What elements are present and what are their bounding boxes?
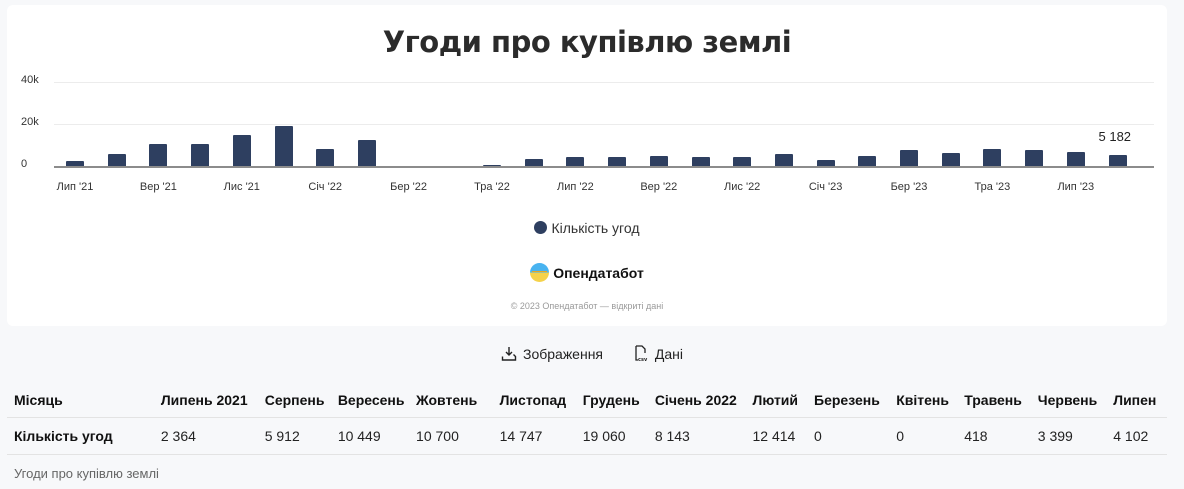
table-cell: 0 [807, 417, 890, 455]
chart-bar[interactable] [900, 150, 918, 166]
y-axis-tick-label: 20k [21, 116, 39, 128]
table-row: Кількість угод 2 364 5 912 10 449 10 700 14 … [7, 417, 1167, 455]
x-axis-line [54, 166, 1154, 168]
chart-card: Угоди про купівлю землі 0 20k 40k Лип '21 Ве… [7, 5, 1167, 326]
download-icon [501, 347, 517, 361]
chart-bar[interactable] [941, 152, 960, 166]
download-image-button[interactable]: Зображення [501, 346, 603, 362]
csv-file-icon: csv [635, 345, 648, 362]
chart-bar[interactable] [274, 125, 293, 166]
chart-bar[interactable] [608, 156, 627, 166]
x-axis-tick-label: Вер '21 [139, 181, 177, 193]
x-axis-tick-label: Бер '22 [390, 181, 428, 193]
table-header-cell: Січень 2022 [647, 382, 746, 418]
x-axis-tick-label: Вер '22 [640, 181, 678, 193]
chart-bar[interactable] [858, 155, 877, 166]
chart-legend[interactable]: Кількість угод [7, 220, 1167, 236]
x-axis-tick-label: Лип '22 [557, 181, 594, 193]
svg-text:csv: csv [638, 357, 648, 362]
chart-bar[interactable] [1025, 150, 1044, 166]
brand-name: Опендатабот [553, 265, 644, 281]
chart-bar[interactable] [1066, 151, 1085, 166]
x-axis-tick-label: Лип '21 [56, 181, 94, 193]
x-axis-tick-label: Тра '23 [974, 181, 1011, 193]
table-cell: 10 449 [330, 417, 410, 455]
last-value-label: 5 182 [1098, 129, 1132, 145]
x-axis-tick-label: Лип '23 [1057, 181, 1095, 193]
legend-label: Кількість угод [551, 220, 640, 236]
table-header-cell: Лютий [745, 382, 808, 418]
table-cell: 4 102 [1106, 417, 1167, 455]
table-header-cell: Серпень [257, 382, 331, 418]
chart-bar[interactable] [524, 158, 543, 166]
copyright-text: © 2023 Опендатабот — відкриті дані [510, 301, 664, 311]
opendatabot-logo-icon [530, 263, 550, 282]
table-header-cell: Квітень [889, 382, 958, 418]
table-cell: 418 [957, 417, 1031, 455]
brand-logo: Опендатабот [7, 263, 1167, 282]
export-actions: Зображення csv Дані [0, 345, 1184, 365]
chart-bar[interactable] [691, 156, 710, 166]
chart-title: Угоди про купівлю землі [382, 25, 792, 59]
table-header-cell: Листопад [492, 382, 576, 418]
gridline [54, 124, 1154, 125]
table-header-cell: Травень [957, 382, 1031, 418]
table-header-month: Місяць [7, 382, 154, 418]
chart-bar[interactable] [66, 161, 84, 166]
table-header-cell: Червень [1030, 382, 1107, 418]
table-row-label: Кількість угод [7, 417, 154, 455]
x-axis-tick-label: Лис '21 [223, 181, 260, 193]
chart-bar[interactable] [1108, 155, 1127, 166]
chart-bar[interactable] [983, 149, 1002, 166]
chart-bar[interactable] [191, 143, 210, 166]
table-caption: Угоди про купівлю землі [14, 466, 159, 481]
table-header-cell: Липен [1106, 382, 1167, 418]
chart-bar[interactable] [232, 135, 251, 166]
chart-bar[interactable] [107, 153, 126, 166]
table-cell: 19 060 [575, 417, 648, 455]
chart-bar[interactable] [566, 157, 585, 166]
table-cell: 10 700 [409, 417, 493, 455]
table-header-cell: Вересень [330, 382, 410, 418]
table-header-cell: Грудень [575, 382, 648, 418]
chart-bar[interactable] [483, 165, 501, 166]
legend-marker-icon [534, 221, 548, 234]
x-axis-tick-label: Лис '22 [724, 181, 761, 193]
table-cell: 12 414 [745, 417, 808, 455]
x-axis-tick-label: Січ '23 [808, 181, 843, 193]
chart-bar[interactable] [316, 148, 335, 166]
download-data-label: Дані [654, 345, 684, 362]
table-cell: 0 [889, 417, 958, 455]
chart-bar[interactable] [149, 144, 168, 166]
chart-bar[interactable] [649, 156, 668, 166]
y-axis-tick-label: 0 [21, 158, 28, 170]
table-cell: 5 912 [257, 417, 331, 455]
table-header-row: Місяць Липень 2021 Серпень Вересень Жовтень… [7, 382, 1167, 418]
y-axis-tick-label: 40k [21, 74, 39, 86]
table-cell: 3 399 [1030, 417, 1107, 455]
x-axis-tick-label: Бер '23 [890, 181, 928, 193]
download-data-button[interactable]: csv Дані [633, 345, 683, 362]
table-cell: 8 143 [647, 417, 746, 455]
chart-bar[interactable] [816, 159, 835, 166]
download-image-label: Зображення [522, 346, 604, 362]
gridline [54, 82, 1154, 83]
table-header-cell: Липень 2021 [153, 382, 258, 418]
x-axis-tick-label: Тра '22 [474, 181, 510, 193]
chart-bar[interactable] [733, 156, 752, 166]
chart-bar[interactable] [357, 139, 376, 166]
table-header-cell: Березень [807, 382, 890, 418]
table-header-cell: Жовтень [409, 382, 493, 418]
data-table: Місяць Липень 2021 Серпень Вересень Жовтень… [7, 382, 1167, 455]
x-axis-tick-label: Січ '22 [308, 181, 342, 193]
table-cell: 2 364 [153, 417, 258, 455]
chart-plot-area: 0 20k 40k Лип '21 Вер '21 Лис '21 Січ '22 Бер '… [7, 5, 1167, 215]
chart-bar[interactable] [774, 154, 793, 166]
table-cell: 14 747 [492, 417, 576, 455]
